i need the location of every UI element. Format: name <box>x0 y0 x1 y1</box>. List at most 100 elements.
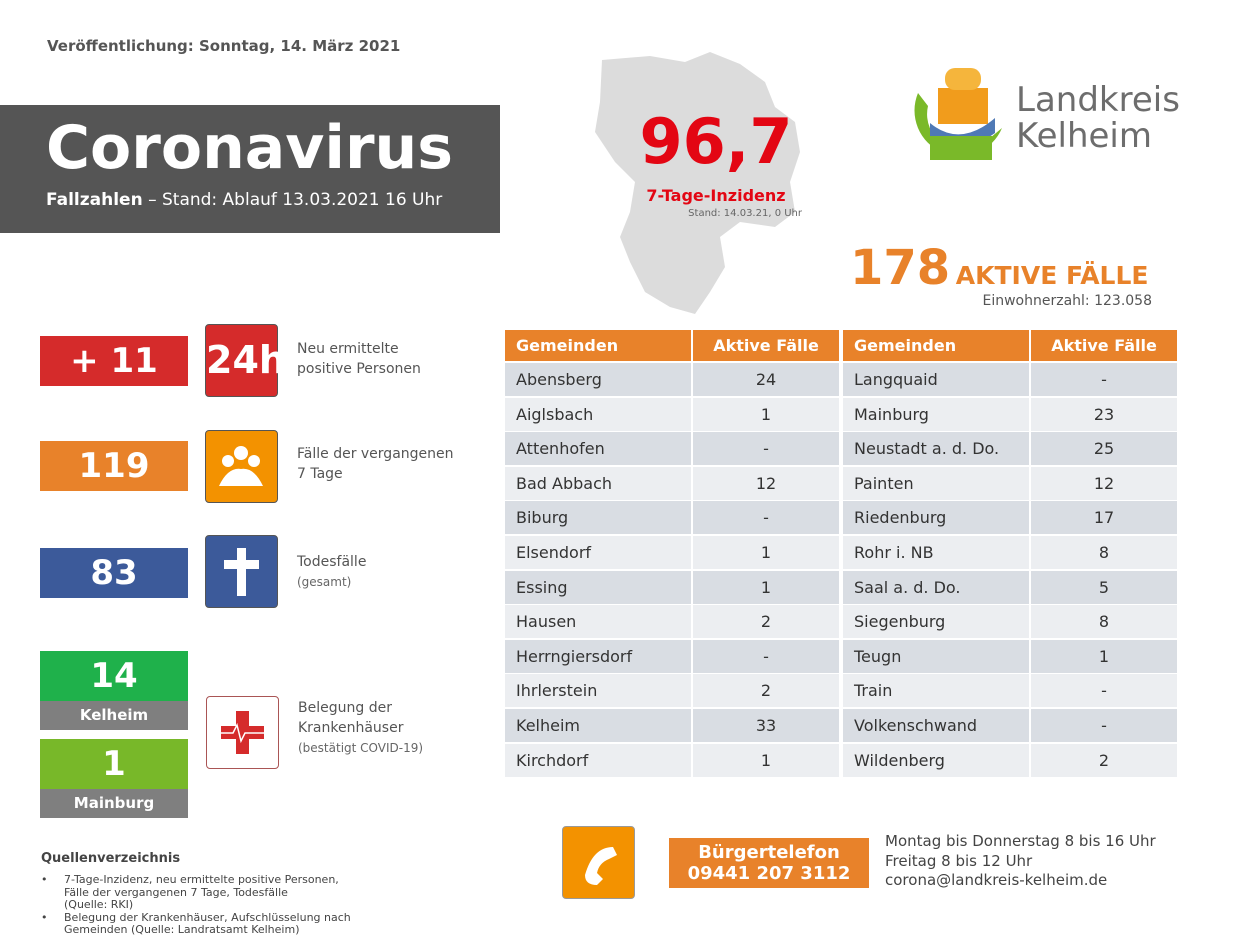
table-cell: 1 <box>693 397 839 431</box>
logo-line: Kelheim <box>1016 116 1152 156</box>
table-cell: Elsendorf <box>505 536 691 569</box>
hospital-line: Krankenhäuser <box>298 720 404 736</box>
table-cell: - <box>693 432 839 466</box>
phone-label: Bürgertelefon <box>698 842 840 863</box>
table-cell: Herrngiersdorf <box>505 639 691 673</box>
table-cell: Biburg <box>505 501 691 535</box>
header-box: Coronavirus Fallzahlen – Stand: Ablauf 1… <box>0 105 500 233</box>
table-cell: 12 <box>1031 466 1177 500</box>
table-cell: 2 <box>693 605 839 639</box>
table-cell: 23 <box>1031 397 1177 431</box>
subtitle-text: – Stand: Ablauf 13.03.2021 16 Uhr <box>148 190 443 210</box>
stat-line: Neu ermittelte <box>297 341 399 357</box>
source-item: • 7-Tage-Inzidenz, neu ermittelte positiv… <box>41 873 351 912</box>
table-cell: - <box>693 501 839 535</box>
table-cell: Bad Abbach <box>505 466 691 500</box>
table-cell: Volkenschwand <box>843 709 1029 742</box>
stat-value: 83 <box>40 548 188 598</box>
table-cell: Attenhofen <box>505 432 691 466</box>
table-cell: Mainburg <box>843 397 1029 431</box>
hospital-line: Belegung der <box>298 700 392 716</box>
table-header: Gemeinden <box>843 330 1029 361</box>
incidence-stand: Stand: 14.03.21, 0 Uhr <box>688 208 802 219</box>
table-cell: 1 <box>1031 639 1177 673</box>
table-cell: - <box>1031 363 1177 396</box>
icon-cross <box>205 535 278 608</box>
incidence-value: 96,7 <box>639 105 793 178</box>
hospital-label: Mainburg <box>40 789 188 818</box>
hospital-text: Belegung der Krankenhäuser (bestätigt COVI… <box>298 698 423 758</box>
table-cell: Riedenburg <box>843 501 1029 535</box>
table-cell: - <box>693 639 839 673</box>
table-cell: 8 <box>1031 536 1177 569</box>
table-header: Gemeinden <box>505 330 691 361</box>
source-line: Belegung der Krankenhäuser, Aufschlüssel… <box>64 910 351 924</box>
sources-list: • 7-Tage-Inzidenz, neu ermittelte positiv… <box>41 873 351 937</box>
source-line: (Quelle: RKI) <box>64 898 134 911</box>
hospital-label: Kelheim <box>40 701 188 730</box>
table-cell: Rohr i. NB <box>843 536 1029 569</box>
icon-hospital <box>206 696 279 769</box>
phone-line: Montag bis Donnerstag 8 bis 16 Uhr <box>885 832 1156 850</box>
table-cell: Painten <box>843 466 1029 500</box>
table-cell: 1 <box>693 536 839 569</box>
table-cell: 1 <box>693 743 839 777</box>
table-cell: Abensberg <box>505 363 691 396</box>
active-value: 178 <box>850 240 951 296</box>
table-cell: Neustadt a. d. Do. <box>843 432 1029 466</box>
district-map <box>595 52 800 314</box>
table-cell: 5 <box>1031 570 1177 604</box>
table-cell: 12 <box>693 466 839 500</box>
stat-line: (gesamt) <box>297 575 352 589</box>
icon-phone <box>562 826 635 899</box>
icon-24h: 24h <box>205 324 286 397</box>
table-cell: 2 <box>1031 743 1177 777</box>
title: Coronavirus <box>46 113 453 183</box>
publication: Veröffentlichung: Sonntag, 14. März 2021 <box>47 37 401 55</box>
incidence-label: 7-Tage-Inzidenz <box>646 186 786 205</box>
source-line: 7-Tage-Inzidenz, neu ermittelte positive… <box>64 873 339 886</box>
sources-title: Quellenverzeichnis <box>41 851 181 866</box>
subtitle-bold: Fallzahlen <box>46 190 143 210</box>
table-header: Aktive Fälle <box>693 330 839 361</box>
logo-text: Landkreis Kelheim <box>1016 82 1180 154</box>
table-header: Aktive Fälle <box>1031 330 1177 361</box>
table-cell: Langquaid <box>843 363 1029 396</box>
source-line: Gemeinden (Quelle: Landratsamt Kelheim) <box>64 923 300 936</box>
source-line: Fälle der vergangenen 7 Tage, Todesfälle <box>64 885 288 899</box>
table-cell: 33 <box>693 709 839 742</box>
table-cell: Saal a. d. Do. <box>843 570 1029 604</box>
stat-text: Neu ermittelte positive Personen <box>297 339 421 379</box>
stat-line: Fälle der vergangenen <box>297 446 454 462</box>
table-cell: Ihrlerstein <box>505 674 691 708</box>
table-cell: 24 <box>693 363 839 396</box>
hospital-line: (bestätigt COVID-19) <box>298 741 424 755</box>
table-cell: 2 <box>693 674 839 708</box>
table-cell: 17 <box>1031 501 1177 535</box>
table-cell: Essing <box>505 570 691 604</box>
table-cell: Aiglsbach <box>505 397 691 431</box>
stat-text: Todesfälle (gesamt) <box>297 552 366 592</box>
stat-line: Todesfälle <box>297 554 367 570</box>
phone-box: Bürgertelefon 09441 207 3112 <box>669 838 869 888</box>
logo-mark <box>914 68 1002 160</box>
icon-people <box>205 430 278 503</box>
table-cell: Siegenburg <box>843 605 1029 639</box>
phone-line: corona@landkreis-kelheim.de <box>885 871 1108 889</box>
table-cell: - <box>1031 674 1177 708</box>
table-cell: Wildenberg <box>843 743 1029 777</box>
phone-line: Freitag 8 bis 12 Uhr <box>885 851 1033 870</box>
table-cell: Hausen <box>505 605 691 639</box>
subtitle: Fallzahlen – Stand: Ablauf 13.03.2021 16… <box>46 190 442 210</box>
table-cell: Teugn <box>843 639 1029 673</box>
phone-number: 09441 207 3112 <box>687 863 851 884</box>
active-label: AKTIVE FÄLLE <box>955 261 1149 290</box>
stat-line: 7 Tage <box>297 466 343 482</box>
active-cases: 178 AKTIVE FÄLLE <box>850 240 1148 296</box>
table-cell: Kelheim <box>505 709 691 742</box>
stat-value: + 11 <box>40 336 188 386</box>
logo-line: Landkreis <box>1016 80 1180 120</box>
stat-line: positive Personen <box>297 361 421 377</box>
phone-info: Montag bis Donnerstag 8 bis 16 Uhr Freita… <box>885 832 1156 891</box>
